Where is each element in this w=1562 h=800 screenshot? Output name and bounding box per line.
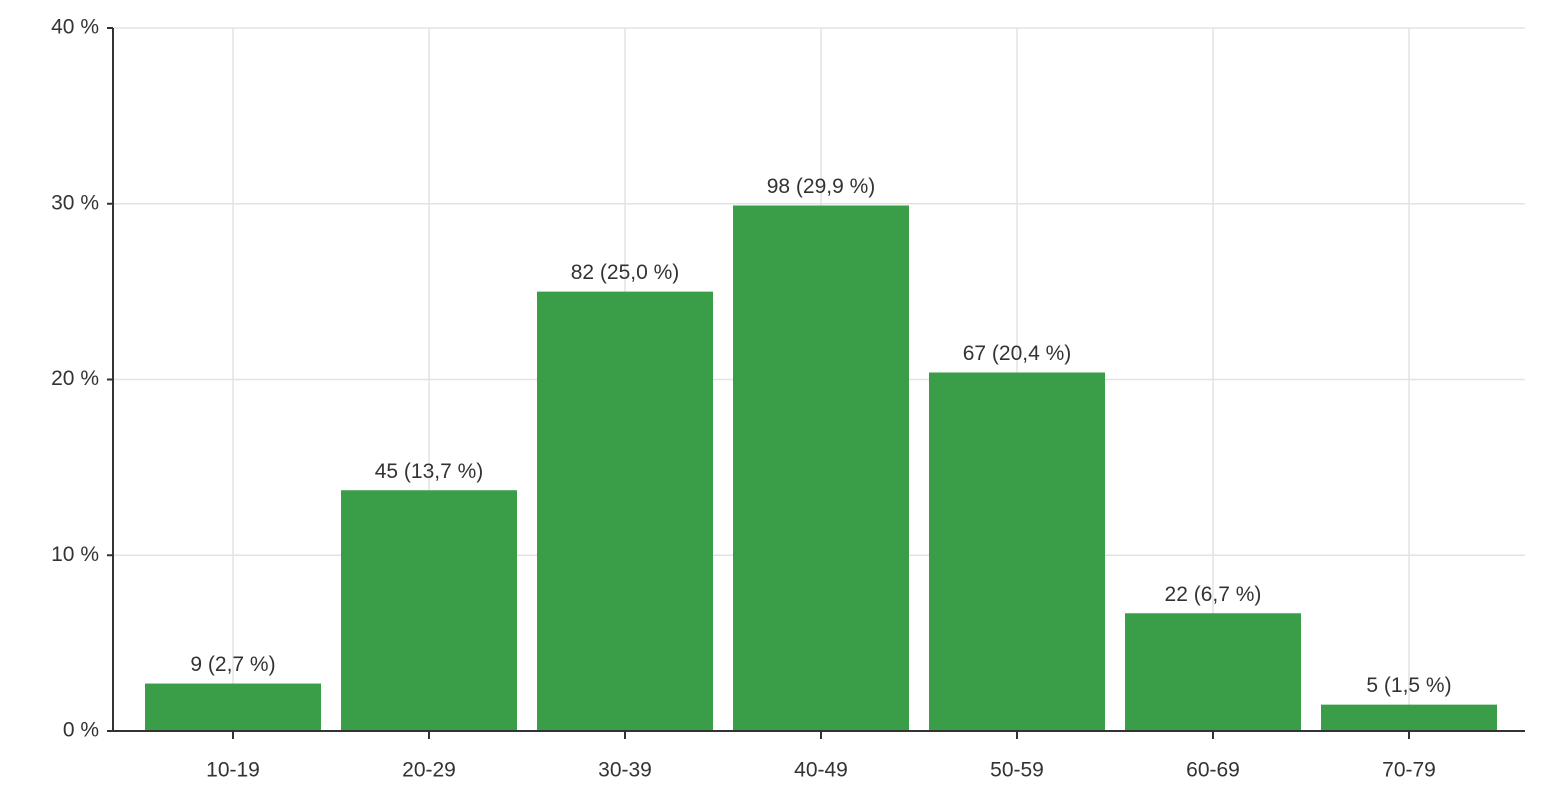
bar xyxy=(1125,613,1301,731)
value-label: 82 (25,0 %) xyxy=(571,261,680,284)
x-tick-label: 30-39 xyxy=(598,759,652,782)
value-label: 67 (20,4 %) xyxy=(963,342,1072,365)
x-tick-label: 40-49 xyxy=(794,759,848,782)
value-label: 9 (2,7 %) xyxy=(190,653,275,676)
x-tick-label: 50-59 xyxy=(990,759,1044,782)
value-label: 22 (6,7 %) xyxy=(1165,583,1262,606)
bar xyxy=(145,683,321,731)
y-tick-label: 20 % xyxy=(51,367,99,390)
x-tick-label: 60-69 xyxy=(1186,759,1240,782)
value-label: 45 (13,7 %) xyxy=(375,460,484,483)
y-tick-label: 0 % xyxy=(63,719,99,742)
x-tick-label: 20-29 xyxy=(402,759,456,782)
y-tick-label: 10 % xyxy=(51,543,99,566)
value-label: 5 (1,5 %) xyxy=(1366,674,1451,697)
x-tick-label: 10-19 xyxy=(206,759,260,782)
bar xyxy=(1321,704,1497,731)
bar xyxy=(537,291,713,731)
x-tick-label: 70-79 xyxy=(1382,759,1436,782)
bar xyxy=(929,372,1105,731)
y-tick-label: 40 % xyxy=(51,16,99,39)
y-tick-label: 30 % xyxy=(51,191,99,214)
bar xyxy=(733,205,909,731)
value-label: 98 (29,9 %) xyxy=(767,175,876,198)
bar xyxy=(341,490,517,731)
